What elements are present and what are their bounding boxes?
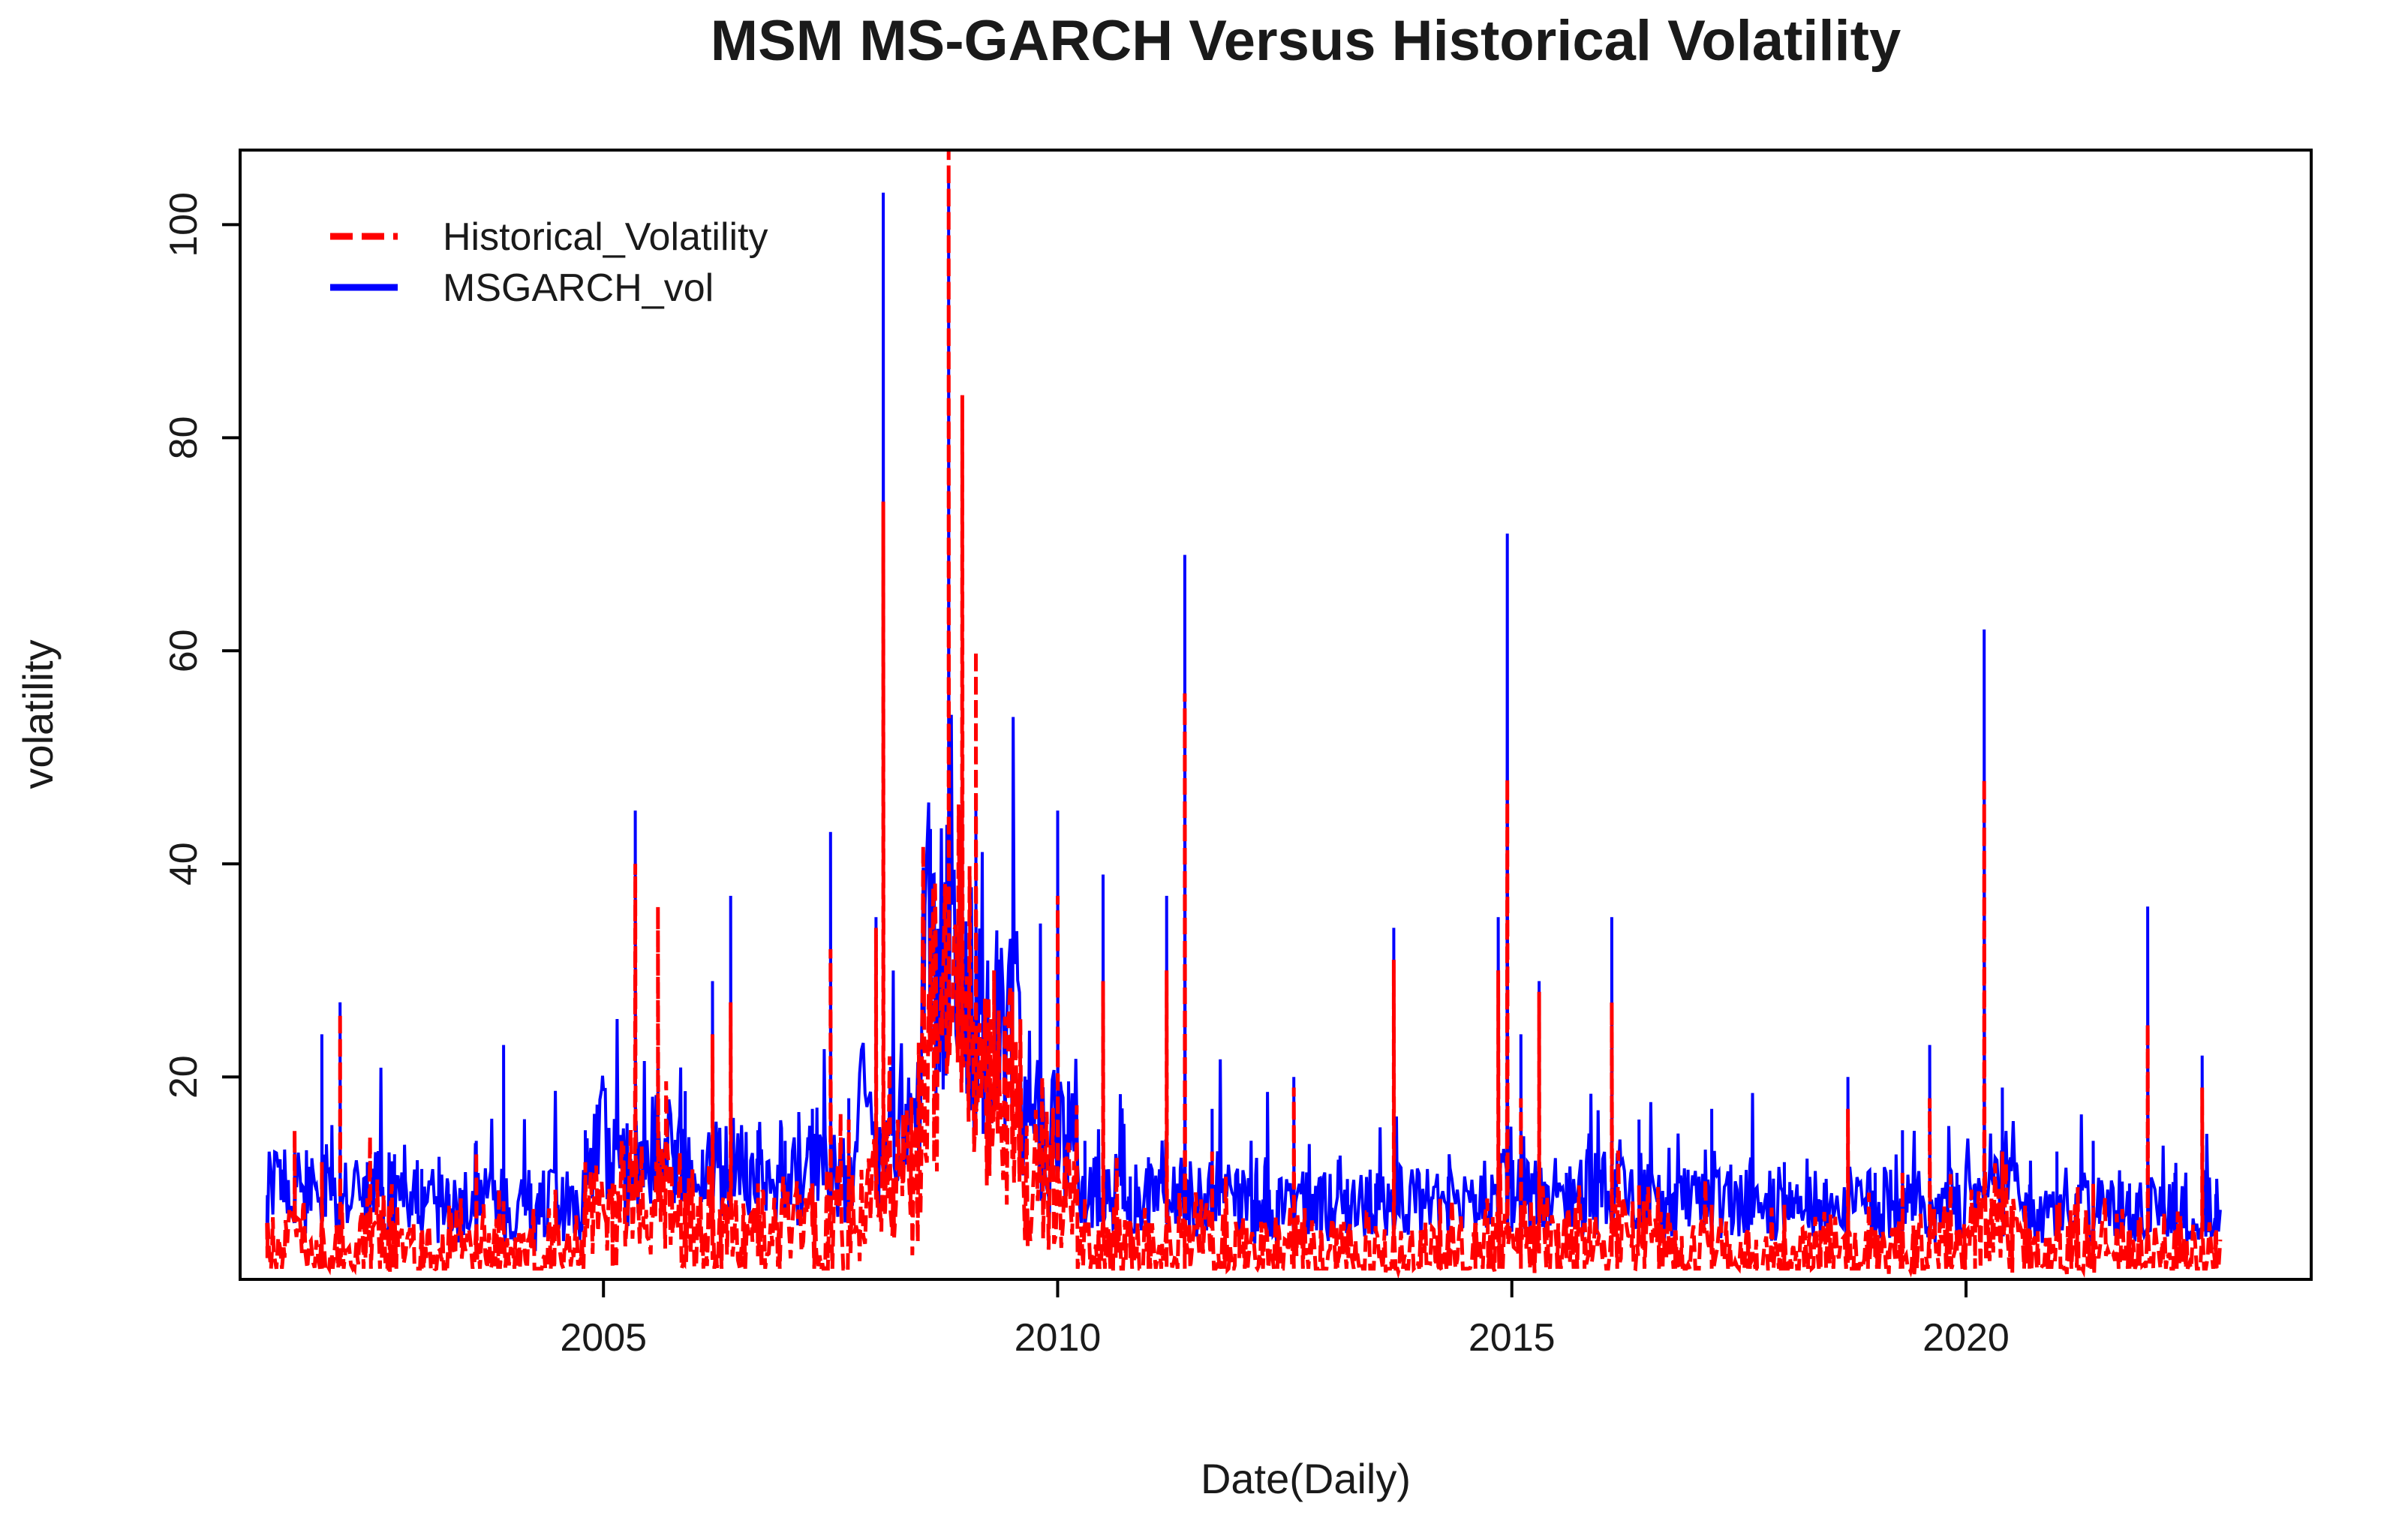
y-tick-label-1: 40: [162, 842, 206, 885]
legend-label-historical: Historical_Volatility: [443, 215, 768, 259]
legend-label-msgarch: MSGARCH_vol: [443, 266, 714, 310]
y-axis: 20 40 60 80 100: [162, 192, 240, 1099]
y-tick-label-0: 20: [162, 1055, 206, 1099]
x-tick-label-1: 2010: [1015, 1316, 1102, 1360]
y-axis-label: volatility: [14, 639, 62, 789]
chart-title: MSM MS-GARCH Versus Historical Volatilit…: [711, 9, 1901, 73]
plot-frame: [239, 149, 2313, 1281]
y-tick-label-3: 80: [162, 416, 206, 459]
x-tick-label-3: 2020: [1922, 1316, 2010, 1360]
data-layer: [265, 150, 2223, 1279]
x-tick-label-0: 2005: [560, 1316, 647, 1360]
series-line-historical-volatility: [265, 150, 2223, 1279]
x-axis: 2005 2010 2015 2020: [560, 1279, 2010, 1360]
y-tick-label-4: 100: [162, 192, 206, 257]
x-tick-label-2: 2015: [1469, 1316, 1556, 1360]
legend: Historical_Volatility MSGARCH_vol: [330, 215, 768, 310]
y-tick-label-2: 60: [162, 629, 206, 672]
x-axis-label: Date(Daily): [1201, 1455, 1411, 1502]
